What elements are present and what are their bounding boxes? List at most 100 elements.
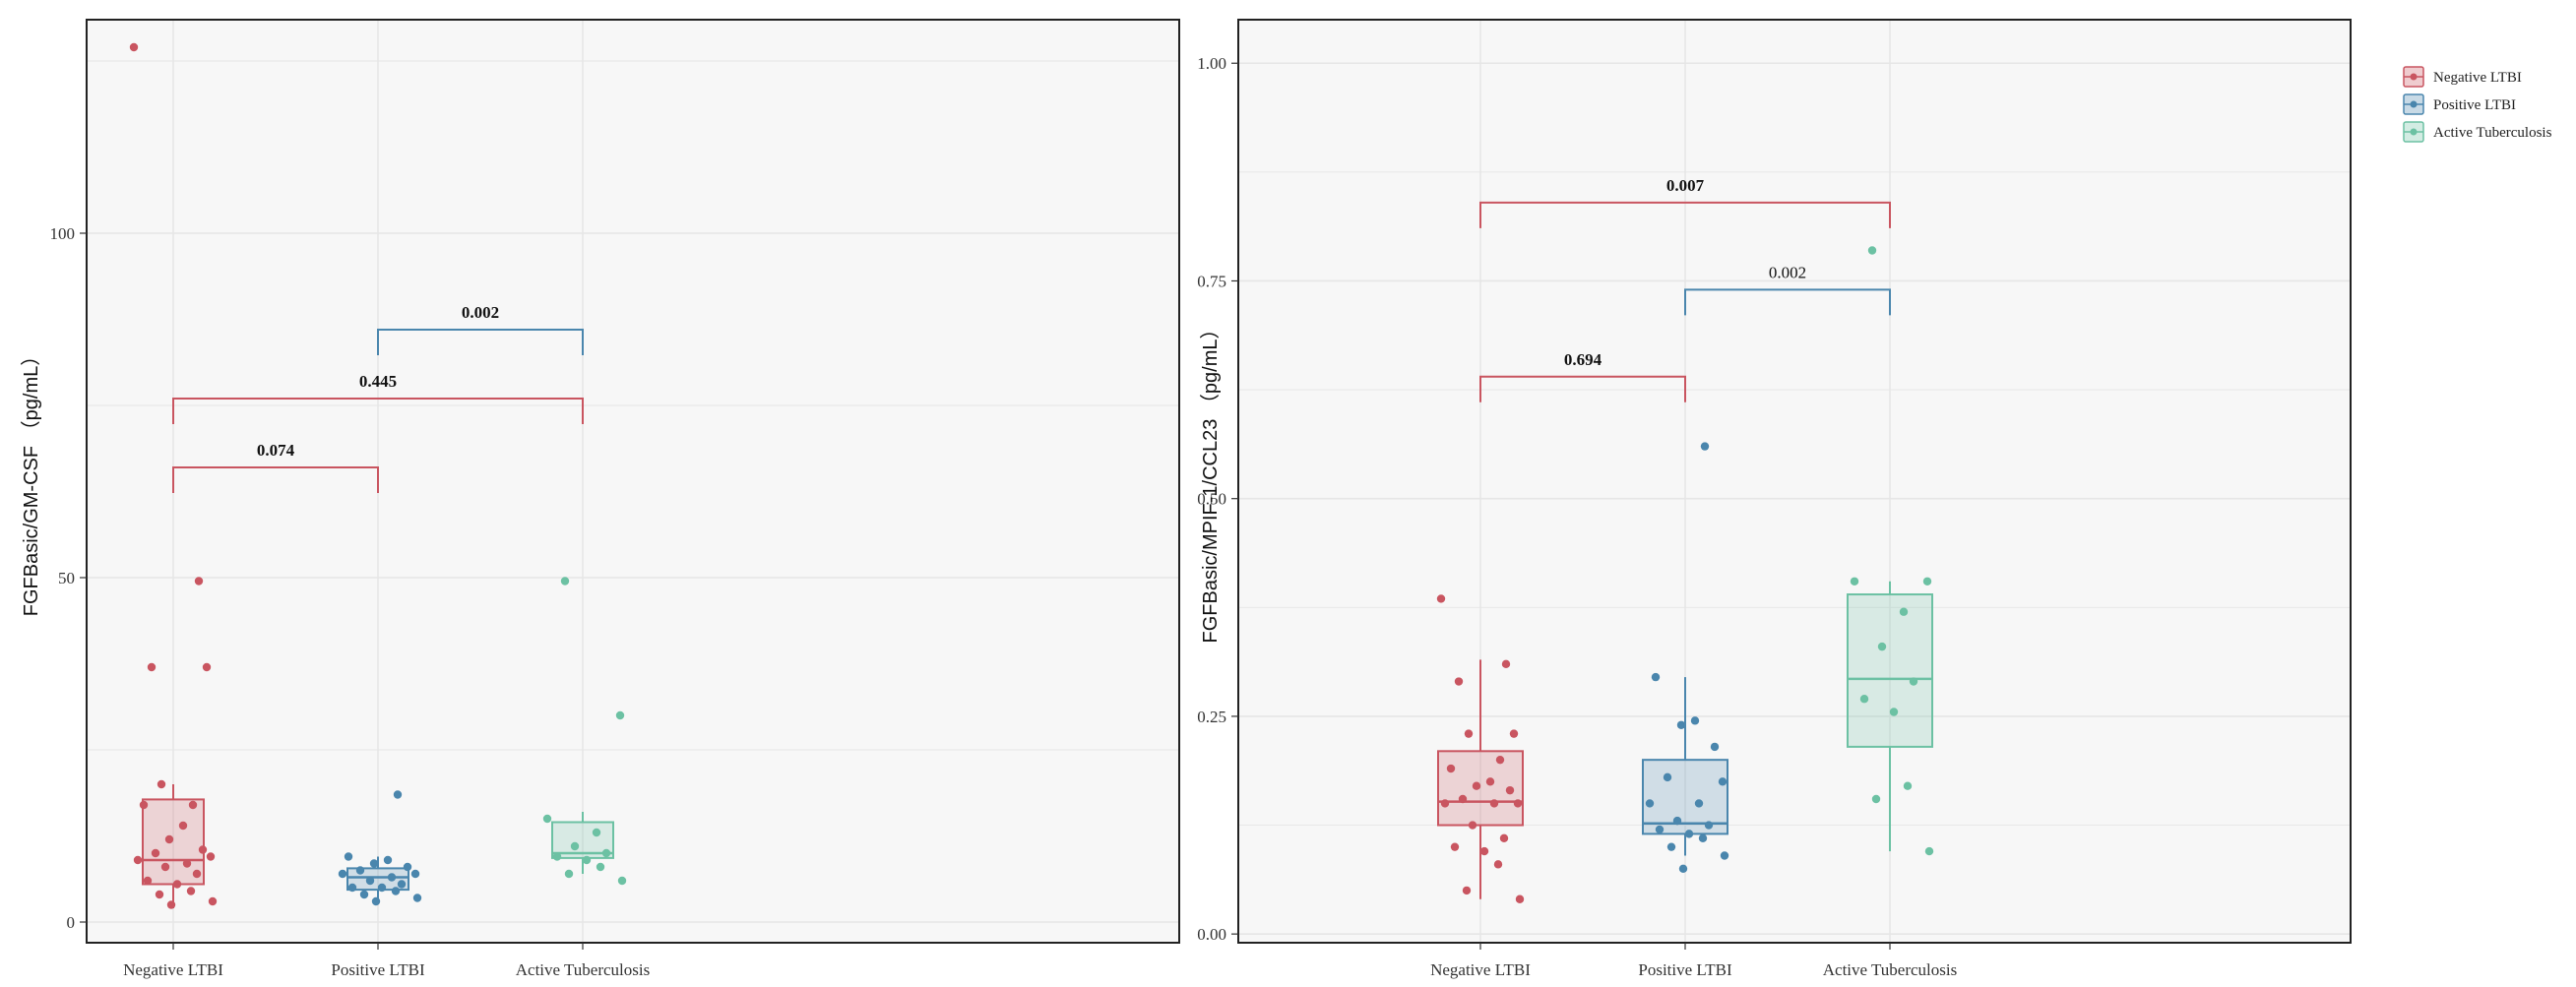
data-point-negative-ltbi bbox=[1485, 777, 1495, 786]
data-point-negative-ltbi bbox=[172, 880, 182, 889]
data-point-negative-ltbi bbox=[151, 848, 160, 858]
data-point-active-tuberculosis bbox=[552, 852, 562, 861]
data-point-negative-ltbi bbox=[1468, 821, 1477, 830]
data-point-negative-ltbi bbox=[1515, 894, 1525, 903]
data-point-positive-ltbi bbox=[338, 869, 347, 879]
left-axis-ticks: 0 50 100 Negative LTBI Positive LTBI Active T… bbox=[50, 224, 651, 979]
legend-label-negative-ltbi: Negative LTBI bbox=[2433, 70, 2522, 86]
data-point-negative-ltbi bbox=[1493, 860, 1503, 869]
data-point-positive-ltbi bbox=[1645, 799, 1655, 808]
x-tick-label-active-tuberculosis: Active Tuberculosis bbox=[1823, 960, 1957, 979]
data-point-active-tuberculosis bbox=[1909, 677, 1918, 686]
data-point-negative-ltbi bbox=[178, 821, 188, 831]
data-point-positive-ltbi bbox=[1718, 777, 1728, 786]
data-point-positive-ltbi bbox=[365, 876, 375, 886]
data-point-positive-ltbi bbox=[355, 866, 365, 875]
data-point-negative-ltbi bbox=[1509, 729, 1519, 738]
left-y-axis-label: FGFBasic/GM-CSF （pg/mL） bbox=[20, 346, 42, 616]
data-point-positive-ltbi bbox=[371, 896, 381, 906]
y-tick-label: 0 bbox=[67, 913, 76, 932]
y-tick-label: 0.00 bbox=[1197, 925, 1226, 944]
data-point-positive-ltbi bbox=[403, 862, 412, 872]
legend-label-positive-ltbi: Positive LTBI bbox=[2433, 97, 2516, 113]
data-point-positive-ltbi bbox=[347, 883, 357, 893]
data-point-negative-ltbi bbox=[1440, 799, 1450, 808]
data-point-positive-ltbi bbox=[344, 852, 353, 861]
box-positive-ltbi bbox=[1642, 677, 1728, 856]
y-tick-label: 100 bbox=[50, 224, 76, 243]
data-point-negative-ltbi bbox=[164, 834, 174, 844]
data-point-active-tuberculosis bbox=[617, 876, 627, 886]
bracket-line bbox=[1479, 201, 1891, 228]
x-tick-label-negative-ltbi: Negative LTBI bbox=[123, 960, 223, 979]
data-point-positive-ltbi bbox=[1666, 842, 1676, 851]
box-body bbox=[1642, 759, 1728, 835]
data-point-active-tuberculosis bbox=[542, 814, 552, 824]
box-body bbox=[1847, 593, 1933, 748]
data-point-active-tuberculosis bbox=[560, 577, 570, 586]
data-point-positive-ltbi bbox=[1704, 821, 1714, 830]
data-point-negative-ltbi bbox=[155, 890, 164, 899]
data-point-negative-ltbi bbox=[1458, 794, 1468, 804]
legend-key-dot-active-tuberculosis bbox=[2410, 128, 2418, 136]
data-point-active-tuberculosis bbox=[1924, 846, 1934, 856]
box-negative-ltbi bbox=[142, 784, 205, 908]
data-point-negative-ltbi bbox=[192, 869, 202, 879]
left-plot-border bbox=[86, 19, 1180, 944]
data-point-active-tuberculosis bbox=[582, 855, 592, 865]
data-point-positive-ltbi bbox=[383, 855, 393, 865]
data-point-negative-ltbi bbox=[1501, 659, 1511, 669]
data-point-positive-ltbi bbox=[1720, 851, 1729, 860]
data-point-active-tuberculosis bbox=[1850, 577, 1859, 586]
data-point-negative-ltbi bbox=[1489, 799, 1499, 808]
significance-bracket: 0.445 bbox=[172, 372, 584, 424]
bracket-line bbox=[377, 329, 584, 355]
data-point-negative-ltbi bbox=[1446, 764, 1456, 773]
data-point-negative-ltbi bbox=[1472, 781, 1481, 790]
data-point-positive-ltbi bbox=[1690, 716, 1700, 725]
left-plot-background bbox=[87, 20, 1179, 943]
y-tick-label: 0.50 bbox=[1197, 490, 1226, 509]
data-point-negative-ltbi bbox=[133, 855, 143, 865]
bracket-line bbox=[1479, 375, 1686, 402]
data-point-positive-ltbi bbox=[397, 880, 407, 889]
data-point-active-tuberculosis bbox=[1889, 708, 1899, 716]
x-tick-label-positive-ltbi: Positive LTBI bbox=[1638, 960, 1732, 979]
right-gridlines bbox=[1238, 20, 2351, 943]
data-point-active-tuberculosis bbox=[1922, 577, 1932, 586]
right-chart-panel: 0.694 0.007 0.002 0.00 0.25 0.50 0.75 1.00 Nega… bbox=[1197, 19, 2352, 979]
left-chart-panel: 0.074 0.445 0.002 0 50 100 Negative LTBI Posit… bbox=[20, 19, 1180, 979]
data-point-negative-ltbi bbox=[1479, 846, 1489, 856]
data-point-positive-ltbi bbox=[1678, 864, 1688, 873]
data-point-negative-ltbi bbox=[139, 800, 149, 810]
y-tick-label: 0.25 bbox=[1197, 708, 1226, 726]
data-point-negative-ltbi bbox=[182, 859, 192, 868]
x-tick-label-negative-ltbi: Negative LTBI bbox=[1430, 960, 1531, 979]
data-point-positive-ltbi bbox=[1672, 816, 1682, 826]
data-point-negative-ltbi bbox=[1462, 886, 1472, 895]
data-point-negative-ltbi bbox=[208, 896, 218, 906]
data-point-negative-ltbi bbox=[198, 845, 208, 854]
box-active-tuberculosis bbox=[1847, 581, 1933, 852]
data-point-positive-ltbi bbox=[1663, 772, 1672, 782]
data-point-positive-ltbi bbox=[377, 883, 387, 893]
data-point-negative-ltbi bbox=[1436, 594, 1446, 603]
data-point-positive-ltbi bbox=[1684, 830, 1694, 838]
data-point-positive-ltbi bbox=[391, 887, 401, 895]
data-point-active-tuberculosis bbox=[601, 848, 611, 858]
significance-bracket: 0.074 bbox=[172, 441, 379, 493]
p-value-label: 0.002 bbox=[1769, 263, 1806, 281]
right-plot-border bbox=[1237, 19, 2352, 944]
data-point-positive-ltbi bbox=[1698, 833, 1708, 843]
legend-key-dot-negative-ltbi bbox=[2410, 73, 2418, 81]
data-point-negative-ltbi bbox=[206, 852, 216, 861]
data-point-positive-ltbi bbox=[1651, 672, 1661, 682]
right-y-axis-label: FGFBasic/MPIF-1/CCL23 （pg/mL） bbox=[1199, 320, 1222, 644]
y-tick-label: 50 bbox=[58, 569, 75, 587]
significance-bracket: 0.007 bbox=[1479, 176, 1891, 228]
data-point-positive-ltbi bbox=[1694, 799, 1704, 808]
data-point-active-tuberculosis bbox=[1871, 794, 1881, 804]
x-tick-label-positive-ltbi: Positive LTBI bbox=[331, 960, 425, 979]
data-point-positive-ltbi bbox=[412, 894, 422, 902]
